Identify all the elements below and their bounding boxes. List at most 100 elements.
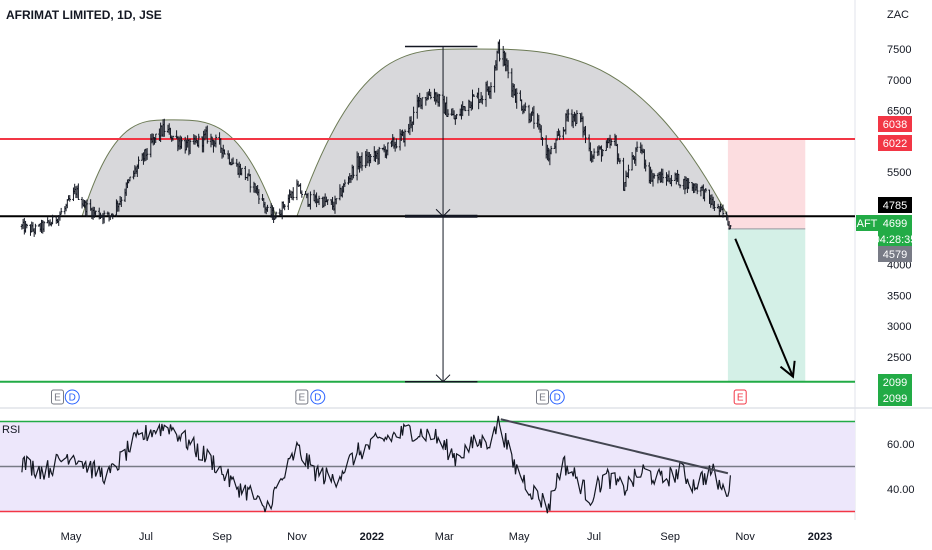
candle [120,196,123,207]
candle [309,191,312,210]
candlestick-series [20,39,732,237]
candle [653,173,656,179]
x-tick-label: 2023 [808,531,832,543]
x-tick-label: May [509,531,530,543]
chart-title: AFRIMAT LIMITED, 1D, JSE [6,8,162,22]
candle [438,93,441,107]
currency-label: ZAC [887,9,909,21]
position-zones [727,139,806,382]
event-letter: D [314,393,321,404]
x-tick-label: Nov [287,531,307,543]
y-tick-label: 2500 [887,352,911,364]
price-label-box [878,197,912,213]
event-letter: D [69,393,76,404]
candle [25,223,28,229]
x-tick-label: May [61,531,82,543]
candle [489,82,493,99]
candle [51,214,54,225]
y-tick-label: 5500 [887,167,911,179]
candle [670,175,673,187]
candle [481,95,484,105]
candle [128,176,132,182]
head-and-shoulders-pattern [81,48,729,217]
candle [532,105,536,129]
earnings-marker: E [50,389,64,405]
candle [180,136,183,149]
candle [455,113,458,120]
candle [567,108,570,122]
candle [231,157,235,165]
candle [575,110,579,125]
candle [721,204,725,218]
candle [549,145,553,155]
candle [635,141,639,152]
measure-arrowhead [435,208,451,217]
candle [94,210,97,217]
candle [292,187,295,201]
candle [696,183,699,195]
price-label-box [878,374,912,390]
candle [171,135,175,141]
candle [206,125,209,144]
price-label-text: 4699 [883,218,907,230]
take-profit-zone [727,228,806,382]
y-tick-label: 7500 [887,44,911,56]
candle [34,223,37,235]
x-tick-label: Sep [660,531,680,543]
candle [584,125,587,144]
candle [506,60,510,79]
projection-arrowhead [779,360,796,379]
candle [360,152,364,171]
earnings-badge [50,389,64,405]
symbol-tag-box [856,215,878,231]
earnings-marker: E [295,389,309,405]
price-labels: 6038 6022 4785 4699 04:28:35 4579 2099 2099 AFT [856,116,916,406]
x-tick-label: Jul [139,531,153,543]
dividend-marker: D [64,389,80,405]
measure-arrowhead [435,374,451,383]
candle [558,130,561,141]
candle [223,149,226,155]
price-label-text: 2099 [883,393,907,405]
candle [687,178,690,190]
price-label-box [878,231,912,247]
price-label-text: 04:28:35 [874,234,917,246]
earnings-marker: E [536,389,550,405]
candle [429,91,432,100]
candle [395,138,398,149]
candle [343,179,347,188]
candle [154,133,157,143]
event-letter: E [54,393,61,404]
candle [610,138,613,146]
candle [627,164,630,179]
candle [266,204,269,212]
y-tick-label: 4000 [887,260,911,272]
candle [214,134,218,148]
event-letter: D [554,393,561,404]
candle [102,210,106,224]
candle [68,194,71,202]
axes: 2500 3000 3500 4000 5500 6500 7000 7500 40.00 60.… [61,44,915,543]
head-arc [296,48,729,217]
x-tick-label: Sep [212,531,232,543]
candle [317,195,321,206]
candle [592,148,596,159]
earnings-marker: E [733,389,747,405]
rsi-pane: RSI [0,415,855,514]
candle [644,159,647,172]
candle [369,154,372,164]
candle [249,173,252,193]
candle [111,213,114,220]
candle [541,137,544,146]
candle [300,190,304,198]
rsi-trendline [500,418,729,475]
x-tick-label: Nov [735,531,755,543]
dividend-badge [549,389,565,405]
candle [678,184,682,189]
candle [524,102,527,112]
y-tick-label: 3500 [887,290,911,302]
candle [274,211,278,219]
price-label-box [878,390,912,406]
